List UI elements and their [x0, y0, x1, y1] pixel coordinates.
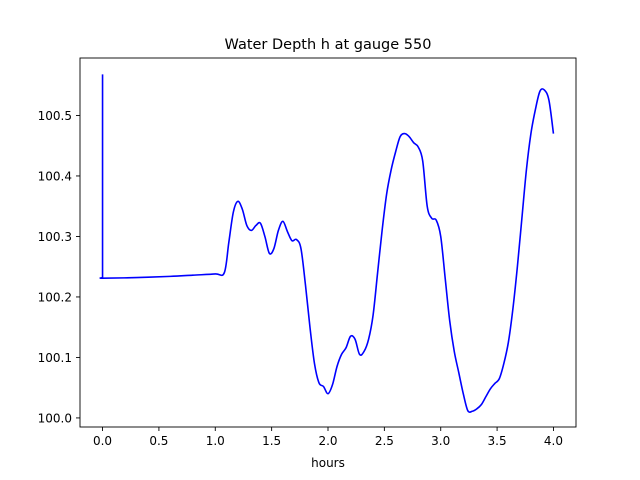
- x-tick-label: 3.0: [431, 434, 450, 448]
- y-tick-label: 100.2: [38, 290, 72, 304]
- x-tick-label: 1.0: [206, 434, 225, 448]
- y-tick-label: 100.1: [38, 351, 72, 365]
- x-tick-label: 0.5: [149, 434, 168, 448]
- series-line-0: [99, 74, 555, 414]
- x-tick-label: 2.5: [375, 434, 394, 448]
- y-tick-label: 100.4: [38, 169, 72, 183]
- x-tick-label: 1.5: [262, 434, 281, 448]
- x-tick-label: 2.0: [318, 434, 337, 448]
- chart-title: Water Depth h at gauge 550: [225, 37, 432, 53]
- x-axis: 0.0 0.5 1.0 1.5 2.0 2.5 3.0 3.5 4.0: [93, 427, 563, 448]
- y-axis: 100.0 100.1 100.2 100.3 100.4 100.5: [38, 109, 80, 425]
- y-tick-label: 100.3: [38, 230, 72, 244]
- x-tick-label: 4.0: [544, 434, 563, 448]
- y-tick-label: 100.5: [38, 109, 72, 123]
- plot-area: [99, 74, 555, 414]
- x-tick-label: 3.5: [488, 434, 507, 448]
- x-axis-label: hours: [311, 456, 345, 470]
- y-tick-label: 100.0: [38, 411, 72, 425]
- x-tick-label: 0.0: [93, 434, 112, 448]
